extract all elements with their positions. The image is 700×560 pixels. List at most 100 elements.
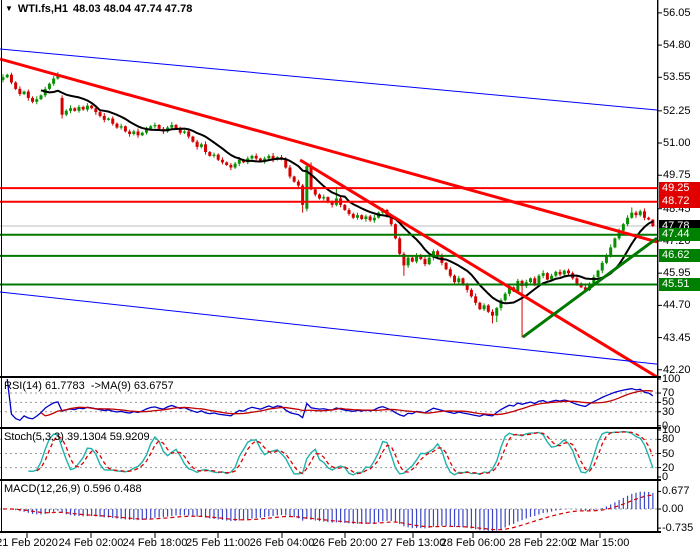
candle-body	[491, 311, 495, 316]
candle-body	[31, 97, 35, 102]
upper-channel-red-trendline[interactable]	[0, 57, 657, 244]
candle-body	[216, 154, 220, 160]
price-badge-support: 47.44	[659, 228, 700, 242]
stoch-k-line	[28, 430, 654, 476]
price-axis-border	[657, 0, 659, 533]
candle-body	[642, 211, 646, 218]
candle-body	[541, 273, 545, 276]
time-axis-label[interactable]: 24 Feb 18:00	[122, 537, 188, 549]
price-badge-support: 46.62	[659, 249, 700, 263]
candle-body	[503, 293, 507, 301]
candle-body	[254, 155, 258, 159]
candle-body	[537, 275, 541, 284]
candle-body	[271, 155, 275, 160]
price-axis-label: 52.25	[663, 104, 691, 117]
candle-body	[448, 269, 452, 276]
stoch-pane[interactable]	[0, 430, 657, 476]
price-axis-label: 54.80	[663, 39, 691, 52]
candle-body	[360, 215, 364, 220]
candle-body	[499, 300, 503, 308]
candle-body	[77, 106, 81, 111]
candle-body	[533, 278, 537, 284]
candle-body	[604, 255, 608, 263]
time-axis-label[interactable]: 25 Feb 11:00	[185, 537, 250, 549]
ascending-support-green-trendline[interactable]	[522, 236, 657, 339]
candle-body	[545, 273, 549, 280]
time-axis-label[interactable]: 2 Mar 15:00	[570, 537, 630, 549]
price-axis-label: 44.70	[663, 299, 691, 312]
time-axis-label[interactable]: 28 Feb 22:00	[508, 537, 574, 549]
candle-body	[69, 108, 73, 111]
candle-body	[436, 251, 440, 257]
time-axis-label[interactable]: 26 Feb 20:00	[312, 537, 378, 549]
chevron-down-icon[interactable]: ▼	[5, 4, 13, 13]
candle-body	[225, 162, 229, 165]
rsi-indicator-label: RSI(14) 61.7783 ->MA(9) 63.6757	[4, 380, 174, 392]
rsi-ma-line	[40, 390, 653, 417]
stoch-pane-separator[interactable]	[0, 479, 661, 481]
time-axis-label[interactable]: 28 Feb 06:00	[440, 537, 506, 549]
price-axis-label: 42.20	[663, 363, 691, 376]
lower-channel-blue-trendline[interactable]	[0, 291, 657, 365]
candle-body	[9, 74, 13, 83]
moving-average-line[interactable]	[40, 89, 654, 305]
candle-body	[364, 216, 368, 220]
candle-body	[647, 217, 651, 220]
candle-body	[208, 152, 212, 156]
stoch-axis-label: 80	[662, 433, 675, 446]
candle-body	[351, 213, 355, 218]
candle-body	[132, 131, 136, 135]
candle-body	[309, 166, 313, 190]
symbol-label: WTI.fs,H1	[17, 3, 69, 15]
main-price-pane[interactable]	[0, 48, 657, 377]
rsi-axis-label: 50	[662, 396, 675, 409]
price-badge-support: 45.51	[659, 277, 700, 291]
candle-body	[630, 212, 634, 218]
macd-axis-label: 0.00	[662, 503, 684, 515]
macd-pane[interactable]	[0, 491, 657, 531]
candle-body	[634, 212, 638, 216]
candle-body	[98, 112, 102, 116]
candle-body	[474, 296, 478, 303]
price-axis-label: 49.75	[663, 169, 691, 182]
candle-body	[444, 262, 448, 270]
candle-body	[64, 110, 68, 115]
candle-body	[35, 99, 39, 102]
stoch-d-line	[36, 431, 654, 475]
candle-body	[482, 305, 486, 310]
time-axis-label[interactable]: 27 Feb 13:00	[380, 537, 446, 549]
candle-body	[191, 136, 195, 142]
candle-body	[258, 158, 262, 162]
candle-body	[52, 78, 56, 84]
candle-body	[575, 278, 579, 284]
time-axis-label[interactable]: 21 Feb 2020	[0, 537, 58, 549]
candle-body	[267, 155, 271, 159]
candle-body	[520, 280, 524, 287]
candle-body	[592, 277, 596, 284]
main-pane-separator[interactable]	[0, 376, 661, 378]
candle-body	[461, 278, 465, 285]
candle-body	[233, 163, 237, 168]
candle-body	[558, 271, 562, 275]
rsi-axis-label: 70	[662, 387, 675, 400]
candle-body	[123, 126, 127, 132]
time-axis-label[interactable]: 24 Feb 02:00	[58, 537, 124, 549]
candle-body	[288, 167, 292, 177]
macd-pane-separator[interactable]	[0, 531, 661, 533]
candle-body	[427, 257, 431, 265]
candle-body	[389, 216, 393, 225]
rsi-pane[interactable]	[0, 378, 657, 422]
rsi-pane-separator[interactable]	[0, 427, 661, 429]
candle-body	[507, 287, 511, 294]
candle-body	[56, 76, 60, 79]
steep-downtrend-red-trendline[interactable]	[299, 158, 657, 377]
candle-body	[393, 224, 397, 239]
rsi-axis-label: 0	[662, 419, 669, 432]
time-axis-label[interactable]: 26 Feb 04:00	[249, 537, 315, 549]
candle-body	[22, 91, 26, 95]
upper-channel-blue-trendline[interactable]	[0, 48, 657, 111]
candle-body	[410, 257, 414, 262]
price-axis-label: 43.45	[663, 331, 691, 344]
